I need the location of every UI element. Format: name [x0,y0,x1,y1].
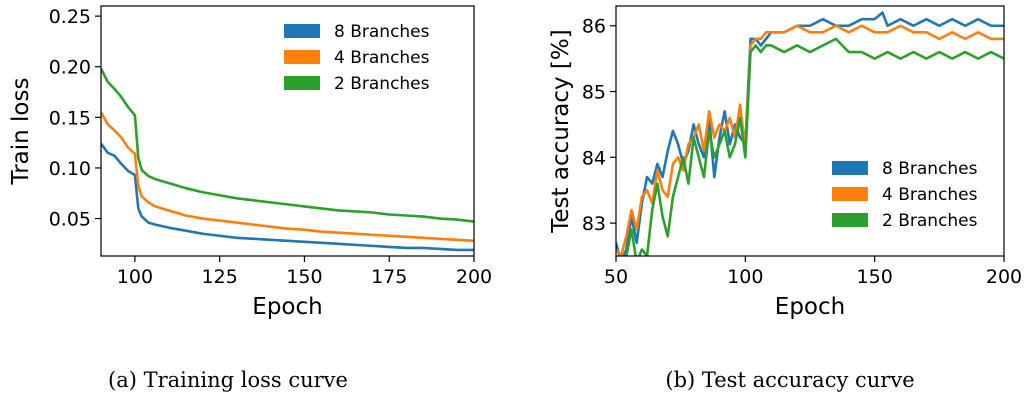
series-line-2-branches [624,37,1004,256]
legend-swatch [832,161,868,175]
y-tick-label: 0.05 [49,209,91,231]
test-accuracy-chart: 50 100 150 200 83 84 85 86 Epoch Test accuracy [%… [548,5,1022,320]
x-axis-label: Epoch [252,294,322,320]
y-tick-label: 83 [582,213,606,235]
series-lines [101,68,474,252]
series-line-8-branches [101,142,474,252]
y-axis-label: Train loss [8,78,34,186]
plot-frame [100,5,475,257]
series-line-4-branches [101,111,474,243]
series-lines [616,11,1004,256]
x-tick-label: 200 [456,266,492,288]
x-axis-label: Epoch [775,294,845,320]
caption-a: (a) Training loss curve [108,368,348,392]
x-tick-label: 100 [727,266,763,288]
legend: 8 Branches 4 Branches 2 Branches [284,22,430,94]
legend-label: 2 Branches [334,74,430,94]
x-tick-label: 200 [986,266,1022,288]
x-tick-label: 125 [202,266,238,288]
legend-label: 8 Branches [334,22,430,42]
x-tick-label: 150 [857,266,893,288]
legend-swatch [284,24,320,38]
y-tick-label: 0.10 [49,158,91,180]
series-line-4-branches [616,24,1004,256]
legend-swatch [832,213,868,227]
legend-label: 4 Branches [882,185,978,205]
legend-swatch [284,76,320,90]
y-axis-label: Test accuracy [%] [548,29,574,234]
plot-frame [615,5,1005,257]
y-tick-label: 86 [582,16,606,38]
legend-label: 8 Branches [882,159,978,179]
legend-swatch [832,187,868,201]
x-tick-label: 150 [286,266,322,288]
y-tick-label: 85 [582,82,606,104]
y-tick-label: 84 [582,147,606,169]
caption-b: (b) Test accuracy curve [665,368,914,392]
series-line-2-branches [101,68,474,223]
x-tick-label: 50 [604,266,628,288]
legend: 8 Branches 4 Branches 2 Branches [832,159,978,231]
legend-swatch [284,50,320,64]
y-tick-label: 0.20 [49,57,91,79]
x-tick-label: 175 [371,266,407,288]
y-tick-label: 0.15 [49,107,91,129]
legend-label: 2 Branches [882,211,978,231]
y-tick-label: 0.25 [49,6,91,28]
legend-label: 4 Branches [334,48,430,68]
x-tick-label: 100 [117,266,153,288]
training-loss-chart: 100 125 150 175 200 0.05 0.10 0.15 0.20 0.25 Epoch… [8,5,492,320]
